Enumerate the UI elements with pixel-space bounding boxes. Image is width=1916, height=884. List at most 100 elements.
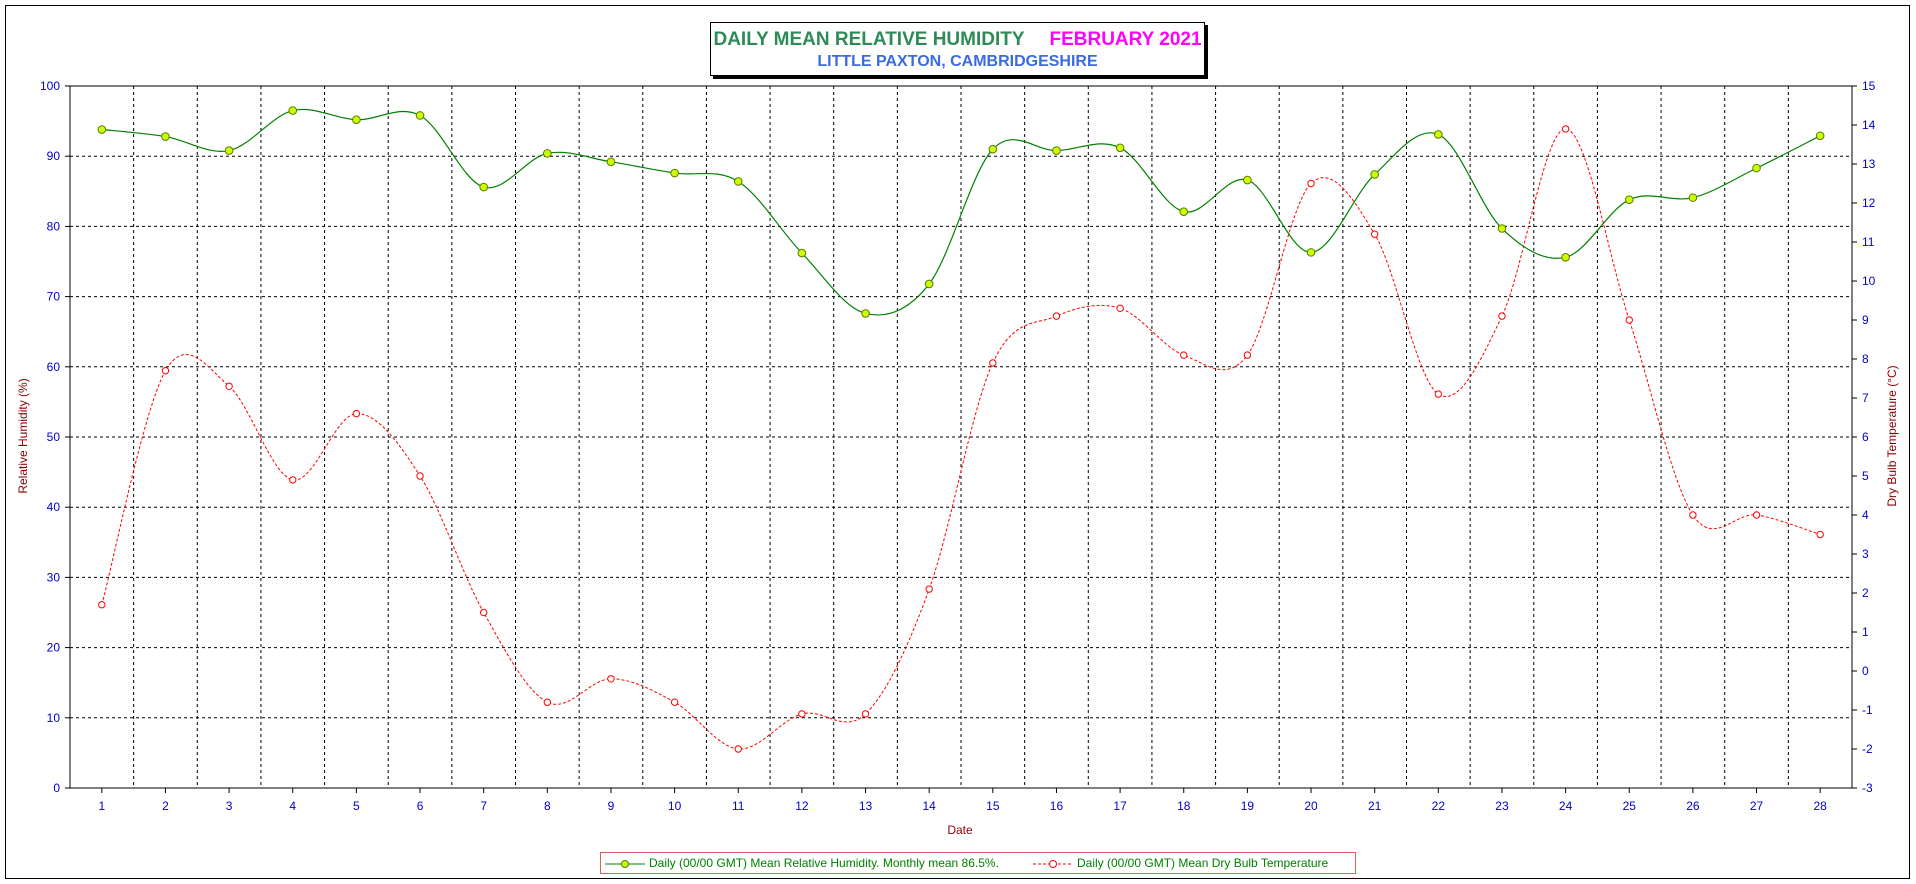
left-tick-label: 20	[47, 641, 61, 655]
x-tick-label: 8	[544, 799, 551, 813]
humidity-point	[1243, 175, 1252, 185]
left-tick-label: 50	[47, 430, 61, 444]
x-tick-label: 15	[986, 799, 1000, 813]
humidity-point	[479, 182, 488, 192]
humidity-point	[670, 168, 679, 178]
x-tick-label: 13	[859, 799, 873, 813]
x-tick-label: 5	[353, 799, 360, 813]
chart-subtitle: LITTLE PAXTON, CAMBRIDGESHIRE	[817, 53, 1098, 70]
temperature-point	[1498, 312, 1506, 320]
temperature-line	[101, 128, 1821, 750]
temperature-point	[543, 698, 552, 706]
x-tick-label: 26	[1686, 799, 1700, 813]
humidity-point	[924, 279, 934, 289]
humidity-point	[1052, 146, 1061, 155]
right-tick-label: 9	[1862, 313, 1869, 327]
humidity-point	[797, 248, 807, 258]
temperature-point	[925, 585, 933, 593]
humidity-point	[1561, 252, 1570, 262]
temperature-series	[98, 125, 1824, 753]
humidity-point	[1688, 193, 1698, 202]
temperature-point	[1307, 179, 1315, 188]
right-tick-label: 0	[1862, 664, 1869, 678]
left-tick-label: 90	[47, 149, 61, 163]
temperature-point	[1243, 351, 1252, 359]
humidity-point	[543, 149, 552, 158]
humidity-series	[97, 106, 1825, 318]
temperature-point	[1116, 304, 1124, 312]
temperature-point	[98, 601, 106, 609]
x-tick-label: 22	[1432, 799, 1446, 813]
x-tick-label: 28	[1813, 799, 1827, 813]
left-tick-label: 60	[47, 360, 61, 374]
x-tick-label: 18	[1177, 799, 1191, 813]
x-tick-label: 20	[1304, 799, 1318, 813]
x-tick-label: 7	[480, 799, 487, 813]
left-tick-labels: 0 10 20 30 40 50 60 70 80 90 100	[40, 79, 60, 795]
temperature-point	[1052, 312, 1061, 320]
x-tick-labels: 1 2 3 4 5 6 7 8 9 10 11 12 13 14 15 16 17 18 19 20 21 22 23 24 2…	[98, 799, 1827, 813]
humidity-point	[733, 177, 743, 186]
right-axis-label: Dry Bulb Temperature (°C)	[1885, 365, 1899, 506]
humidity-point	[1497, 224, 1507, 233]
legend-temperature-label: Daily (00/00 GMT) Mean Dry Bulb Temperat…	[1077, 856, 1329, 870]
x-tick-label: 2	[162, 799, 169, 813]
temperature-point	[734, 745, 742, 753]
humidity-point	[352, 115, 361, 124]
temperature-point	[1434, 390, 1443, 398]
humidity-point	[606, 157, 616, 167]
right-tick-label: 14	[1862, 118, 1876, 132]
chart-frame	[5, 5, 1910, 879]
humidity-line	[101, 108, 1821, 316]
x-tick-label: 24	[1559, 799, 1573, 813]
humidity-point	[1370, 170, 1379, 179]
temperature-point	[1180, 351, 1188, 359]
x-tick-label: 10	[668, 799, 682, 813]
legend: Daily (00/00 GMT) Mean Relative Humidity…	[600, 852, 1356, 874]
humidity-point	[288, 106, 298, 115]
humidity-point	[1815, 131, 1825, 141]
x-tick-label: 27	[1750, 799, 1764, 813]
temperature-point	[1561, 125, 1570, 133]
x-tick-label: 16	[1050, 799, 1064, 813]
x-tick-label: 14	[922, 799, 936, 813]
x-tick-label: 1	[98, 799, 105, 813]
right-tick-label: 4	[1862, 508, 1869, 522]
left-tick-label: 70	[47, 290, 61, 304]
x-tick-label: 3	[226, 799, 233, 813]
humidity-point	[988, 144, 998, 154]
right-tick-label: 6	[1862, 430, 1869, 444]
x-tick-label: 6	[417, 799, 424, 813]
temperature-point	[989, 359, 997, 367]
x-tick-label: 4	[289, 799, 296, 813]
chart-month: FEBRUARY 2021	[1049, 29, 1202, 50]
humidity-point	[1179, 207, 1189, 216]
humidity-point	[1115, 143, 1125, 153]
x-tick-label: 11	[732, 799, 745, 813]
right-tick-label: 12	[1862, 196, 1876, 210]
right-tick-label: 8	[1862, 352, 1869, 366]
temperature-point	[289, 476, 297, 484]
x-axis-label: Date	[947, 823, 973, 837]
right-tick-label: 10	[1862, 274, 1876, 288]
right-tick-label: 13	[1862, 157, 1876, 171]
temperature-point	[1625, 316, 1633, 324]
left-tick-label: 10	[47, 711, 61, 725]
right-tick-label: 11	[1862, 235, 1875, 249]
right-tick-label: -1	[1862, 703, 1873, 717]
humidity-point	[97, 125, 107, 134]
temperature-point	[161, 367, 170, 375]
temperature-point	[670, 698, 679, 706]
temperature-point	[1752, 511, 1761, 519]
right-tick-label: -3	[1862, 781, 1873, 795]
temperature-point	[352, 409, 361, 418]
left-tick-label: 80	[47, 219, 61, 233]
temperature-point	[1816, 530, 1824, 539]
humidity-point	[861, 309, 870, 318]
left-tick-label: 100	[40, 79, 60, 93]
left-axis-label: Relative Humidity (%)	[16, 378, 30, 493]
temperature-point	[479, 608, 488, 617]
x-tick-label: 12	[795, 799, 809, 813]
